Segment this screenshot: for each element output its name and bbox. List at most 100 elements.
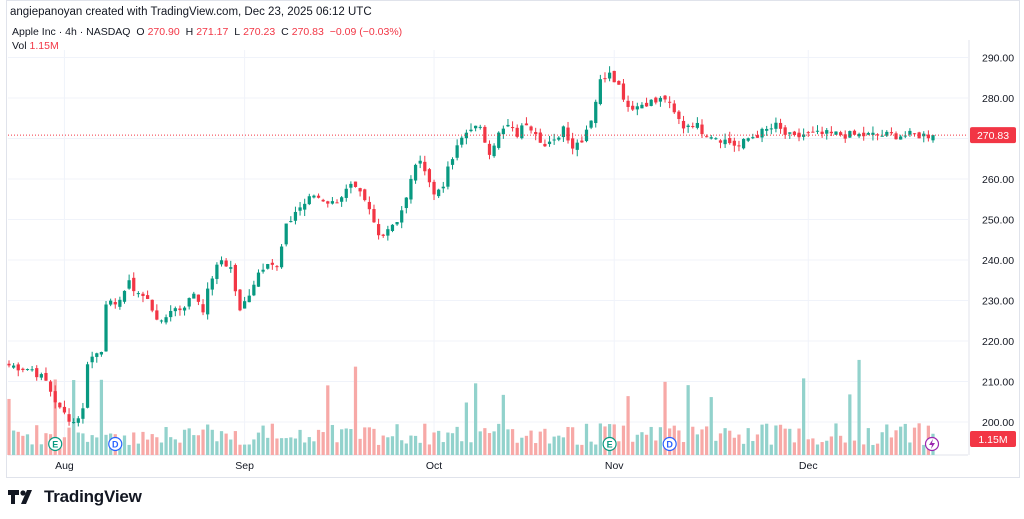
volume-bar [875, 443, 880, 455]
candle-body [649, 99, 653, 106]
price-chart[interactable]: 290.00280.00270.00260.00250.00240.00230.… [0, 0, 1024, 480]
candle-body [427, 169, 432, 183]
candle-body [691, 126, 695, 128]
candle-body [316, 195, 321, 198]
volume-bar [39, 444, 43, 455]
volume-bar [173, 439, 177, 455]
volume-bar [677, 430, 681, 455]
volume-bar [598, 423, 602, 455]
candle-body [72, 422, 76, 424]
volume-bar [330, 424, 335, 455]
volume-bar [159, 442, 164, 455]
candle-body [607, 72, 612, 79]
volume-bar [229, 439, 233, 455]
y-tick-label: 200.00 [982, 417, 1014, 429]
candle-body [344, 188, 348, 198]
volume-bar [450, 433, 455, 455]
candle-body [806, 132, 810, 134]
volume-bar [566, 426, 570, 455]
candle-body [668, 101, 672, 103]
volume-bar [866, 428, 870, 455]
candle-body [635, 106, 639, 110]
candle-body [866, 133, 870, 135]
candle-body [289, 221, 293, 223]
candle-body [192, 293, 196, 299]
candle-body [12, 365, 16, 368]
candle-body [335, 202, 339, 204]
candle-body [903, 135, 907, 137]
volume-bar [515, 442, 519, 455]
volume-bar [580, 444, 584, 455]
volume-bar [233, 431, 237, 455]
volume-bar [543, 428, 547, 455]
volume-bar [210, 429, 214, 455]
candle-body [224, 260, 228, 267]
candle-body [229, 267, 233, 269]
dividend-marker [108, 436, 123, 452]
volume-bar [843, 442, 847, 455]
volume-bar [386, 437, 390, 455]
volume-bar [811, 438, 815, 455]
volume-bar [561, 437, 566, 455]
candle-body [561, 126, 566, 138]
y-tick-label: 230.00 [982, 296, 1014, 308]
volume-bar [709, 397, 713, 455]
volume-bar [520, 437, 524, 455]
candle-body [487, 143, 492, 155]
candle-body [109, 300, 113, 305]
candle-body [931, 135, 935, 141]
candle-body [557, 137, 561, 140]
candle-body [483, 126, 487, 143]
candle-body [899, 136, 903, 140]
volume-bar [769, 444, 773, 455]
volume-bar [270, 423, 274, 455]
volume-bar [219, 431, 224, 455]
volume-bar [316, 429, 321, 455]
volume-bar [483, 428, 487, 455]
last-volume-label: 1.15M [978, 434, 1007, 446]
candle-body [404, 197, 408, 209]
candle-body [104, 304, 108, 352]
candle-body [270, 262, 274, 265]
volume-bar [99, 379, 104, 455]
volume-bar [150, 434, 154, 455]
volume-bar [497, 423, 501, 455]
candle-body [413, 164, 418, 181]
volume-bar [557, 435, 561, 455]
volume-bar [437, 430, 441, 455]
event-marker-label: E [607, 440, 613, 450]
event-marker-label: D [666, 440, 673, 450]
volume-bar [224, 433, 228, 455]
tradingview-brand[interactable]: TradingView [44, 487, 142, 506]
volume-bar [908, 442, 912, 455]
candle-body [862, 132, 866, 137]
chart-legend: Apple Inc · 4h · NASDAQ O 270.90 H 271.17 … [12, 26, 405, 38]
event-marker-label: E [52, 440, 58, 450]
volume-bar [524, 435, 529, 455]
volume-bar [621, 425, 626, 455]
candle-body [423, 161, 427, 172]
candle-body [201, 304, 205, 313]
volume-bar [427, 444, 432, 455]
candle-body [326, 201, 330, 204]
legend-symbol[interactable]: Apple Inc · 4h · NASDAQ [12, 26, 131, 38]
candle-body [275, 266, 279, 268]
candle-body [155, 310, 159, 320]
volume-bar [815, 444, 820, 455]
volume-bar [626, 396, 630, 455]
candle-body [617, 80, 621, 85]
candle-body [460, 137, 464, 145]
candle-body [21, 368, 25, 371]
volume-bar [640, 432, 644, 455]
candle-body [150, 299, 154, 311]
volume-bar [760, 424, 764, 455]
candle-body [247, 295, 251, 303]
candle-body [709, 137, 713, 139]
candle-body [219, 260, 224, 265]
volume-bar [118, 444, 122, 455]
candle-body [437, 189, 441, 197]
candle-body [755, 135, 760, 138]
candle-body [681, 120, 686, 129]
volume-bar [464, 402, 468, 455]
volume-bar [395, 424, 399, 455]
